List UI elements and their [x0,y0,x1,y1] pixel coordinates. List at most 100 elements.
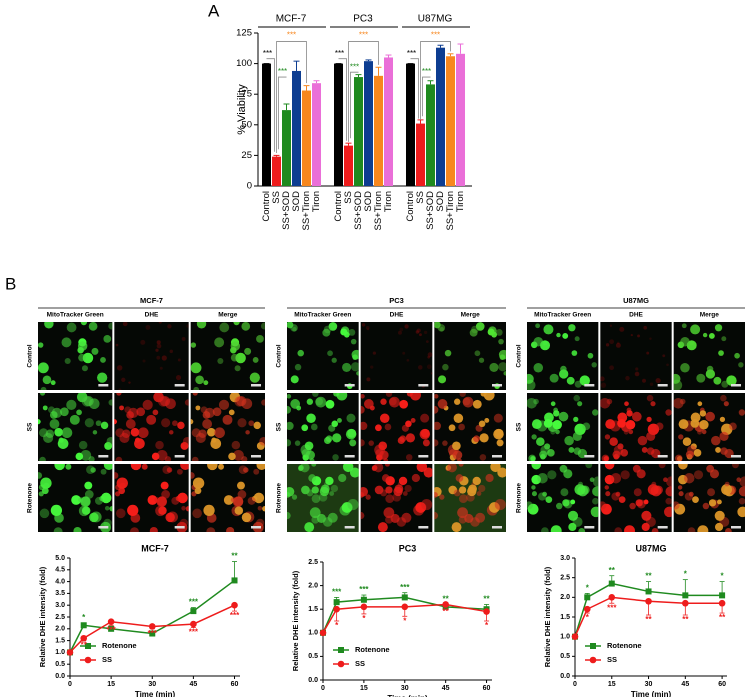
cells [434,322,507,390]
cell [383,458,389,461]
cell [241,512,252,523]
x-tick-label: SS+Tiron [373,191,384,231]
cell [558,411,569,422]
cell [237,418,247,428]
cell [396,517,407,527]
cell [497,467,507,478]
cell [665,409,672,416]
cell [311,494,321,503]
cell [64,357,71,365]
significance: ** [719,613,726,622]
cell [566,376,575,385]
cell [643,325,648,330]
cell [115,343,119,347]
cell [346,413,356,423]
cell [434,394,439,399]
cell [738,409,745,416]
chart-title: MCF-7 [141,543,169,553]
bar [416,123,425,186]
cell [312,393,319,397]
marker [66,649,74,656]
cell [574,380,582,388]
cell [108,399,113,406]
scale-bar [344,455,355,458]
cell [590,506,599,518]
cell [114,472,119,479]
cell [156,355,161,360]
cells [527,464,599,532]
y-tick-label: 25 [241,150,252,161]
x-tick-label: 30 [401,685,409,692]
cells [360,393,431,461]
significance: *** [607,603,617,612]
y-tick-label: 75 [241,89,252,100]
x-tick-label: 30 [645,681,653,688]
cell [605,491,611,497]
cell [226,526,235,532]
marker [682,592,689,599]
column-header: MitoTracker Green [294,312,351,319]
cell [90,467,96,473]
cell [256,441,265,450]
cell [498,338,504,345]
cell [365,494,371,500]
legend-marker [338,647,344,653]
cell [41,487,49,495]
cell [634,371,640,377]
y-tick-label: 2.0 [560,594,570,601]
cell [54,464,65,471]
cell [175,375,182,381]
cell [568,447,575,453]
y-tick-label: 1.0 [560,634,570,641]
cell [552,420,562,430]
cell [609,339,615,345]
marker [108,625,115,632]
x-tick-label: 0 [321,685,325,692]
cells [673,464,745,532]
legend-marker [589,656,597,664]
column-header: MitoTracker Green [47,312,104,319]
bracket [266,58,275,152]
cell [579,375,590,386]
cell [447,464,457,473]
cell [361,323,366,327]
legend-marker [84,656,92,664]
scale-bar [251,384,261,387]
micrograph [600,393,672,461]
cell [287,439,292,447]
cell [384,423,392,431]
cell [422,439,430,447]
marker [583,605,591,613]
significance: * [485,621,489,630]
cell [680,362,690,373]
significance: *** [359,31,368,40]
cell [458,423,465,431]
cell [306,398,314,405]
cell [146,414,157,425]
x-tick-label: SS [415,191,426,204]
micrograph [190,322,266,390]
cell [309,458,315,461]
cell [434,492,438,498]
cell [468,484,477,494]
x-tick-label: 15 [107,681,115,688]
significance: *** [359,585,369,594]
cell [574,484,586,496]
cell [103,335,112,343]
cell [705,369,716,379]
micrograph [527,464,599,532]
cell [476,491,482,496]
cell [77,341,88,351]
significance: ** [645,615,652,624]
cell [600,382,607,388]
cell [375,424,382,432]
cell [578,481,583,487]
cell [315,396,327,408]
micrograph [287,393,359,461]
cell [165,512,175,523]
significance: * [335,621,339,630]
cell [366,377,371,382]
cell [701,429,707,435]
cell [646,431,656,442]
cell [609,365,614,371]
